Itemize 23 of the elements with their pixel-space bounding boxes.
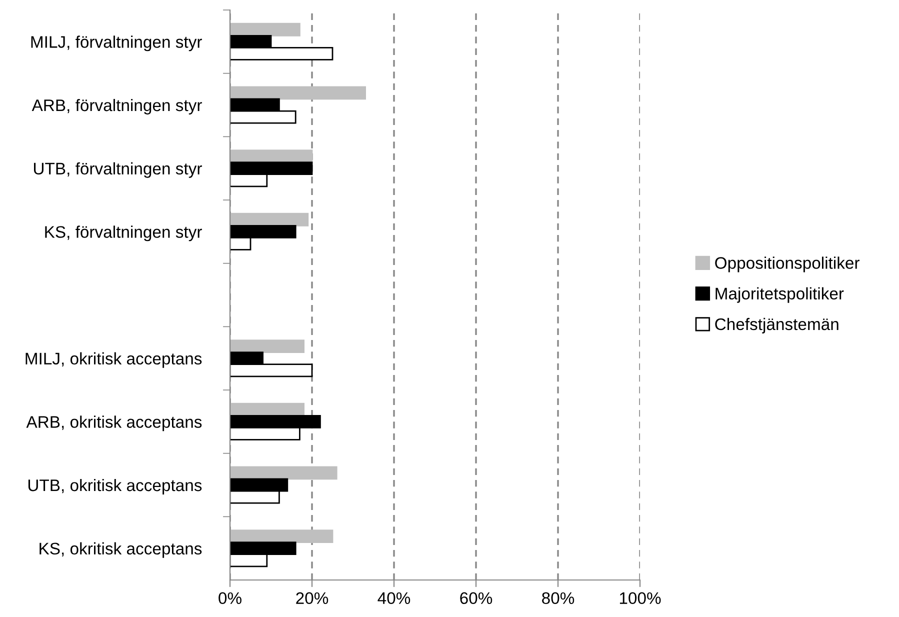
- y-tick-label: ARB, okritisk acceptans: [26, 416, 202, 432]
- bar: [230, 86, 366, 100]
- bar: [230, 22, 300, 36]
- y-tick-label: KS, okritisk acceptans: [40, 542, 202, 558]
- legend-label: Majoritetspolitiker: [716, 287, 844, 303]
- y-tick-label: KS, förvaltningen styr: [45, 226, 202, 242]
- bar: [230, 530, 334, 544]
- x-tick-label: 100%: [620, 592, 661, 604]
- y-tick-label: UTB, okritisk acceptans: [28, 478, 202, 494]
- bar: [230, 340, 304, 354]
- x-tick-label: 60%: [460, 592, 492, 604]
- x-tick-label: 40%: [378, 592, 410, 604]
- y-tick-label: MILJ, förvaltningen styr: [31, 36, 202, 52]
- x-tick-label: 80%: [542, 592, 574, 604]
- x-tick-label: 0%: [218, 592, 242, 604]
- legend-label: Oppositionspolitiker: [715, 256, 860, 272]
- bar: [230, 466, 338, 480]
- bar: [230, 212, 309, 226]
- y-tick-label: MILJ, okritisk acceptans: [26, 352, 202, 368]
- y-tick-label: ARB, förvaltningen styr: [32, 98, 202, 114]
- y-tick-label: UTB, förvaltningen styr: [34, 162, 202, 178]
- legend-label: Chefstjänstemän: [715, 318, 838, 334]
- x-tick-label: 20%: [296, 592, 328, 604]
